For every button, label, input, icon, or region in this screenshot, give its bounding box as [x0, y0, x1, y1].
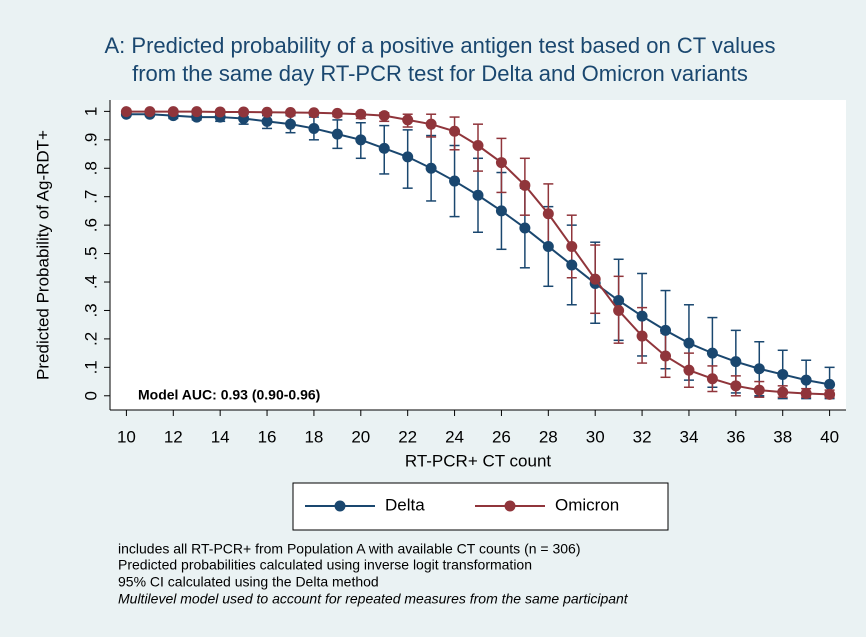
point: [683, 364, 695, 376]
note: Predicted probabilities calculated using…: [118, 557, 532, 573]
y-tick-label: 1: [81, 107, 100, 116]
point: [331, 107, 343, 119]
note: 95% CI calculated using the Delta method: [118, 574, 379, 590]
point: [777, 368, 789, 380]
y-tick-label: .6: [81, 218, 100, 232]
point: [402, 114, 414, 126]
point: [800, 388, 812, 400]
point: [191, 106, 203, 118]
point: [472, 189, 484, 201]
point: [284, 118, 296, 130]
point: [308, 122, 320, 134]
point: [706, 373, 718, 385]
x-tick-label: 22: [398, 427, 417, 446]
x-tick-label: 38: [773, 427, 792, 446]
x-tick-label: 16: [258, 427, 277, 446]
point: [308, 107, 320, 119]
x-tick-label: 24: [445, 427, 464, 446]
point: [542, 240, 554, 252]
point: [261, 106, 273, 118]
point: [753, 384, 765, 396]
chart-title: from the same day RT-PCR test for Delta …: [132, 61, 748, 86]
point: [495, 157, 507, 169]
point: [519, 179, 531, 191]
point: [730, 380, 742, 392]
point: [449, 175, 461, 187]
y-tick-label: .2: [81, 332, 100, 346]
legend-marker: [504, 500, 516, 512]
chart-title: A: Predicted probability of a positive a…: [105, 33, 776, 58]
point: [449, 125, 461, 137]
note: Multilevel model used to account for rep…: [118, 591, 629, 607]
point: [402, 151, 414, 163]
point: [378, 142, 390, 154]
point: [800, 374, 812, 386]
point: [425, 162, 437, 174]
x-tick-label: 14: [211, 427, 230, 446]
point: [425, 118, 437, 130]
point: [730, 356, 742, 368]
note: includes all RT-PCR+ from Population A w…: [118, 541, 581, 557]
point: [777, 386, 789, 398]
point: [824, 388, 836, 400]
point: [495, 205, 507, 217]
x-tick-label: 28: [539, 427, 558, 446]
legend-marker: [334, 500, 346, 512]
point: [378, 110, 390, 122]
y-tick-label: .9: [81, 133, 100, 147]
point: [542, 208, 554, 220]
y-tick-label: .5: [81, 246, 100, 260]
y-tick-label: .1: [81, 360, 100, 374]
point: [589, 273, 601, 285]
x-tick-label: 30: [586, 427, 605, 446]
annotation: Model AUC: 0.93 (0.90-0.96): [138, 387, 320, 403]
point: [284, 107, 296, 119]
point: [355, 108, 367, 120]
y-tick-label: .3: [81, 303, 100, 317]
x-tick-label: 40: [820, 427, 839, 446]
point: [214, 106, 226, 118]
y-tick-label: .7: [81, 190, 100, 204]
point: [519, 222, 531, 234]
point: [613, 295, 625, 307]
x-tick-label: 36: [726, 427, 745, 446]
x-tick-label: 26: [492, 427, 511, 446]
x-tick-label: 12: [164, 427, 183, 446]
x-axis-title: RT-PCR+ CT count: [405, 451, 552, 470]
x-tick-label: 10: [117, 427, 136, 446]
point: [355, 134, 367, 146]
point: [660, 324, 672, 336]
point: [636, 330, 648, 342]
x-tick-label: 20: [351, 427, 370, 446]
x-tick-label: 34: [679, 427, 698, 446]
point: [331, 128, 343, 140]
legend-label: Omicron: [555, 495, 619, 514]
point: [660, 350, 672, 362]
point: [144, 106, 156, 118]
point: [824, 378, 836, 390]
point: [566, 259, 578, 271]
point: [706, 347, 718, 359]
point: [238, 106, 250, 118]
point: [261, 115, 273, 127]
x-tick-label: 18: [304, 427, 323, 446]
point: [120, 106, 132, 118]
legend-label: Delta: [385, 495, 425, 514]
point: [753, 363, 765, 375]
y-tick-label: .8: [81, 161, 100, 175]
point: [613, 304, 625, 316]
point: [472, 140, 484, 152]
point: [167, 106, 179, 118]
y-axis-title: Predicted Probability of Ag-RDT+: [33, 130, 52, 380]
x-tick-label: 32: [633, 427, 652, 446]
point: [683, 337, 695, 349]
y-tick-label: 0: [81, 391, 100, 400]
y-tick-label: .4: [81, 275, 100, 289]
point: [636, 310, 648, 322]
point: [566, 240, 578, 252]
